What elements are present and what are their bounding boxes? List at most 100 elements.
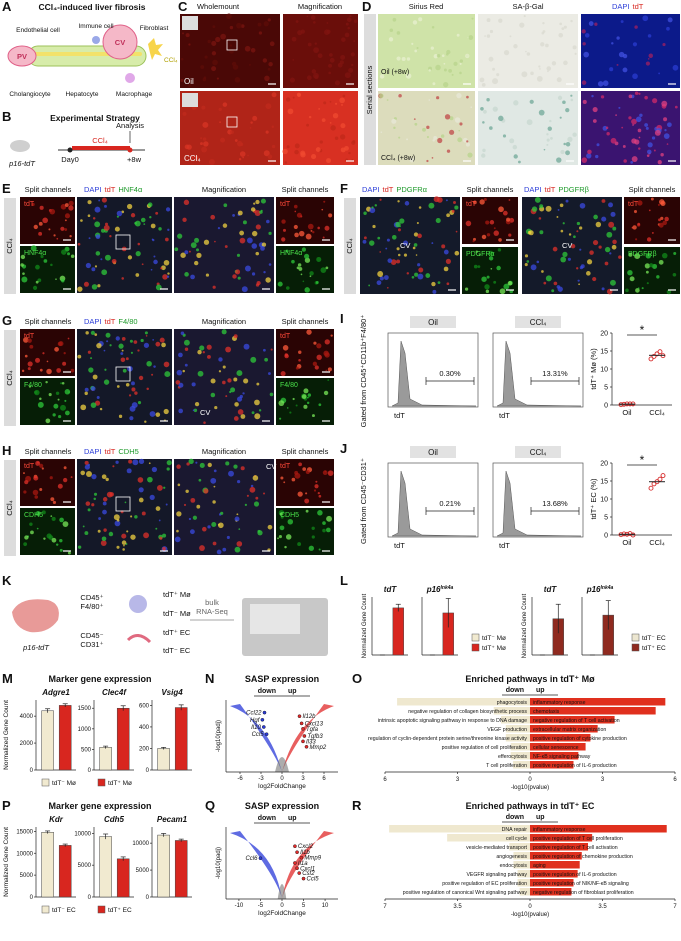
micrograph-texture bbox=[327, 367, 332, 372]
micrograph-texture bbox=[152, 338, 155, 341]
micrograph-texture bbox=[69, 234, 72, 238]
panel-letter: K bbox=[2, 573, 12, 588]
label: Day0 bbox=[61, 155, 79, 164]
bar bbox=[99, 836, 112, 898]
micrograph-texture bbox=[459, 71, 462, 75]
micrograph-texture bbox=[454, 250, 460, 256]
micrograph-texture bbox=[250, 484, 254, 488]
micrograph-texture bbox=[162, 533, 167, 538]
micrograph-texture bbox=[24, 480, 29, 485]
bar bbox=[157, 834, 170, 898]
micrograph-texture bbox=[163, 259, 170, 266]
micrograph-texture bbox=[271, 125, 275, 128]
micrograph-texture bbox=[352, 139, 356, 143]
timepoint bbox=[67, 147, 73, 153]
micrograph-texture bbox=[35, 357, 41, 363]
micrograph-texture bbox=[630, 161, 634, 164]
micrograph-texture bbox=[379, 93, 384, 99]
micrograph-texture bbox=[232, 274, 237, 279]
pathway-label: positive regulation of chemokine product… bbox=[533, 854, 633, 860]
bar bbox=[530, 716, 615, 724]
bar bbox=[510, 743, 530, 751]
micrograph-texture bbox=[243, 378, 249, 384]
micrograph-texture bbox=[264, 357, 269, 362]
micrograph-texture bbox=[150, 268, 153, 271]
micrograph-texture bbox=[263, 270, 266, 274]
micrograph-texture bbox=[372, 224, 376, 229]
channel-label: F4/80 bbox=[24, 382, 42, 389]
micrograph-texture bbox=[51, 516, 56, 521]
pathway-label: aging bbox=[533, 863, 546, 869]
micrograph-texture bbox=[193, 408, 198, 413]
micrograph-texture bbox=[570, 98, 574, 102]
micrograph-texture bbox=[539, 230, 544, 235]
micrograph-texture bbox=[164, 371, 171, 378]
micrograph-texture bbox=[509, 35, 512, 38]
micrograph-texture bbox=[513, 154, 518, 159]
micrograph-texture bbox=[341, 37, 346, 42]
micrograph-texture bbox=[27, 367, 31, 371]
channel-label: PDGFRβ bbox=[628, 251, 657, 258]
micrograph-texture bbox=[220, 511, 224, 515]
channel-label: PDGFRα bbox=[466, 251, 495, 258]
micrograph-texture bbox=[576, 221, 581, 226]
gene-name: p16 bbox=[426, 585, 441, 594]
panel-letter: J bbox=[340, 441, 347, 456]
micrograph-texture bbox=[405, 73, 412, 79]
micrograph-texture bbox=[388, 37, 394, 42]
micrograph-texture bbox=[436, 53, 441, 58]
micrograph-texture bbox=[247, 154, 249, 157]
micrograph-texture bbox=[90, 386, 96, 392]
micrograph-texture bbox=[30, 530, 34, 535]
micrograph-texture bbox=[207, 462, 212, 468]
micrograph-texture bbox=[412, 246, 416, 250]
micrograph-texture bbox=[484, 284, 490, 290]
micrograph-texture bbox=[203, 239, 210, 245]
micrograph-texture bbox=[578, 283, 581, 286]
micrograph-texture bbox=[218, 107, 222, 112]
micrograph-texture bbox=[436, 96, 440, 100]
micrograph-texture bbox=[632, 124, 634, 126]
micrograph-texture bbox=[546, 138, 550, 142]
micrograph-texture bbox=[186, 144, 192, 150]
micrograph-texture bbox=[646, 149, 652, 155]
micrograph-texture bbox=[63, 352, 66, 355]
micrograph-texture bbox=[344, 72, 351, 79]
micrograph-texture bbox=[648, 209, 651, 212]
micrograph-texture bbox=[100, 258, 103, 261]
micrograph-texture bbox=[592, 277, 597, 282]
y-tick-label: 200 bbox=[139, 746, 150, 752]
micrograph-texture bbox=[246, 494, 249, 497]
micrograph-texture bbox=[492, 78, 499, 85]
micrograph-texture bbox=[208, 158, 215, 165]
micrograph-texture bbox=[489, 126, 493, 130]
micrograph-texture bbox=[218, 370, 222, 373]
micrograph-texture bbox=[176, 529, 179, 533]
bar bbox=[530, 752, 579, 760]
micrograph-texture bbox=[238, 528, 241, 531]
micrograph-texture bbox=[165, 237, 169, 242]
micrograph-texture bbox=[268, 61, 273, 67]
micrograph-texture bbox=[493, 280, 497, 284]
bar bbox=[530, 825, 667, 833]
micrograph-texture bbox=[295, 20, 299, 23]
micrograph-texture bbox=[77, 354, 82, 359]
panel-letter: N bbox=[205, 671, 214, 686]
micrograph-texture bbox=[306, 123, 310, 127]
pathway-label: positive regulation of NIK/NF-κB signali… bbox=[533, 881, 629, 887]
micrograph-texture bbox=[64, 213, 71, 219]
micrograph-texture bbox=[315, 280, 319, 284]
micrograph-texture bbox=[432, 139, 435, 142]
micrograph-texture bbox=[202, 526, 207, 532]
micrograph-texture bbox=[600, 95, 605, 99]
micrograph-texture bbox=[202, 137, 207, 141]
micrograph-texture bbox=[56, 543, 59, 546]
micrograph-texture bbox=[411, 42, 414, 45]
micrograph-texture bbox=[68, 205, 74, 211]
label: CCl₄ bbox=[5, 238, 14, 254]
gate-label: Gated from CD45⁺CD11b⁺F4/80⁺ bbox=[359, 315, 368, 428]
micrograph-texture bbox=[46, 533, 52, 539]
micrograph-texture bbox=[105, 477, 109, 482]
micrograph-texture bbox=[631, 156, 638, 162]
micrograph-texture bbox=[593, 214, 598, 220]
